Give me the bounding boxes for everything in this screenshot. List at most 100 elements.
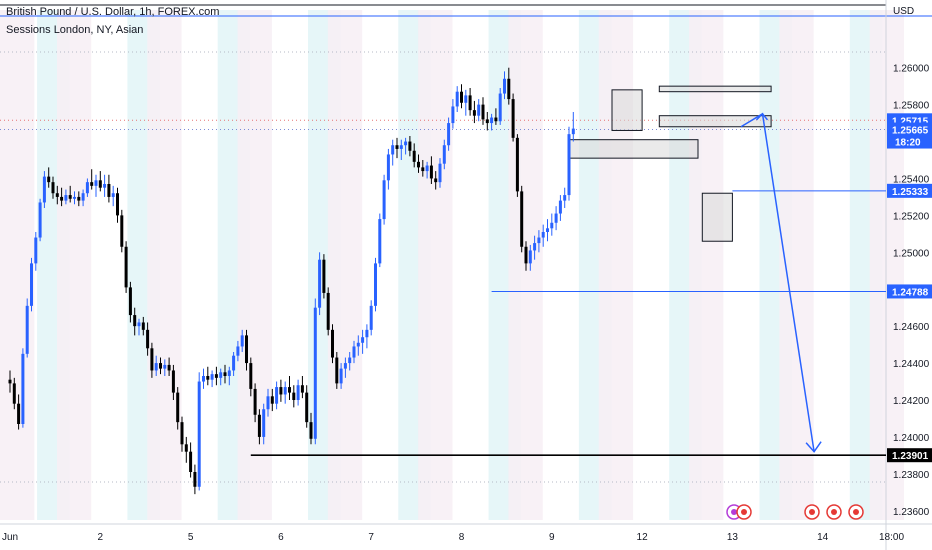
time-tick-label: 6 [278, 532, 284, 543]
price-tick-label: 1.23600 [893, 507, 930, 518]
candle-body [326, 292, 330, 330]
ny-session-band [418, 10, 453, 520]
time-axis: Jun 2 5 6 7 8 9 12 13 14 18:00 [2, 532, 905, 543]
candle-body [245, 335, 248, 364]
candle-body [81, 193, 85, 201]
candle-body [146, 329, 150, 349]
candle-body [309, 422, 313, 439]
candle-body [455, 91, 459, 107]
zone-box [658, 85, 772, 93]
candle-body [507, 78, 511, 100]
time-tick-label: 9 [549, 532, 555, 543]
candle-body [442, 145, 446, 164]
time-tick-label: 7 [368, 532, 374, 543]
candle-body [438, 163, 442, 183]
candle-body [378, 219, 382, 264]
price-tick-label: 1.24400 [893, 359, 930, 370]
candle-body [386, 154, 390, 181]
candle-body [51, 182, 55, 194]
candle-body [12, 383, 16, 404]
candle-body [275, 387, 279, 404]
candle-body [520, 191, 524, 247]
zone-box [568, 139, 699, 159]
candle-body [64, 195, 68, 201]
zones [568, 85, 772, 242]
time-tick-label: 12 [637, 532, 649, 543]
time-tick-label: 2 [98, 532, 104, 543]
price-badge-label: 1.23901 [892, 451, 929, 462]
candle-body [98, 180, 102, 188]
candle-body [485, 119, 489, 124]
arrowhead [755, 112, 769, 121]
candle-body [68, 195, 72, 199]
price-badge [887, 122, 932, 149]
candle-body [128, 287, 132, 316]
candle-body [451, 106, 455, 124]
ny-session-band [598, 10, 634, 520]
zone-box [701, 192, 733, 242]
indicator-label[interactable]: Sessions London, NY, Asian [6, 24, 144, 36]
time-tick-label: Jun [2, 532, 18, 543]
countdown-label: 18:20 [895, 138, 921, 149]
candle-body [292, 392, 296, 400]
candle-body [477, 104, 481, 116]
candle-body [481, 104, 485, 120]
candle-body [490, 117, 494, 124]
candle-body [558, 200, 562, 214]
candles [8, 67, 575, 495]
candle-body [240, 335, 244, 347]
currency-label[interactable]: USD [893, 6, 915, 17]
candle-body [283, 387, 287, 395]
zone-box [611, 89, 643, 131]
candle-body [21, 353, 25, 424]
candle-body [116, 193, 119, 216]
candle-body [460, 91, 463, 103]
candle-body [30, 263, 33, 306]
candle-body [382, 180, 386, 220]
horizontal-levels [250, 190, 886, 457]
price-tick-label: 1.25400 [893, 174, 930, 185]
candle-body [94, 180, 98, 186]
candle-body [90, 182, 94, 186]
candle-body [563, 195, 567, 201]
icon-dot [853, 509, 859, 515]
candle-body [184, 444, 188, 452]
candle-body [210, 374, 214, 380]
time-tick-label: 14 [817, 532, 829, 543]
ny-session-band [147, 10, 182, 520]
zone-box [658, 115, 772, 128]
candle-body [159, 363, 162, 369]
candle-body [150, 348, 154, 371]
chart-title[interactable]: British Pound / U.S. Dollar, 1h, FOREX.c… [6, 6, 220, 18]
candle-body [253, 388, 257, 415]
price-tick-label: 1.23800 [893, 470, 930, 481]
icon-dot [731, 509, 737, 515]
time-tick-label: 13 [727, 532, 739, 543]
projection-arrow [740, 112, 822, 453]
arrowhead [805, 441, 822, 453]
candle-body [498, 93, 502, 122]
icon-dot [831, 509, 837, 515]
candle-body [447, 123, 451, 146]
candle-body [120, 215, 124, 247]
price-tick-label: 1.25200 [893, 211, 930, 222]
candle-body [322, 259, 326, 293]
candle-body [305, 392, 309, 423]
candle-body [533, 243, 537, 251]
candle-body [369, 305, 373, 330]
candle-body [425, 165, 429, 172]
candle-body [193, 472, 197, 487]
candle-body [313, 307, 317, 439]
event-icons [726, 504, 864, 520]
candle-body [141, 322, 145, 330]
price-tick-label: 1.24000 [893, 433, 930, 444]
time-tick-label: 5 [188, 532, 194, 543]
ny-session-band [327, 10, 363, 520]
candle-body [73, 196, 76, 199]
price-badge-label: 1.24788 [892, 287, 929, 298]
candle-body [180, 422, 184, 445]
candle-body [279, 387, 283, 395]
